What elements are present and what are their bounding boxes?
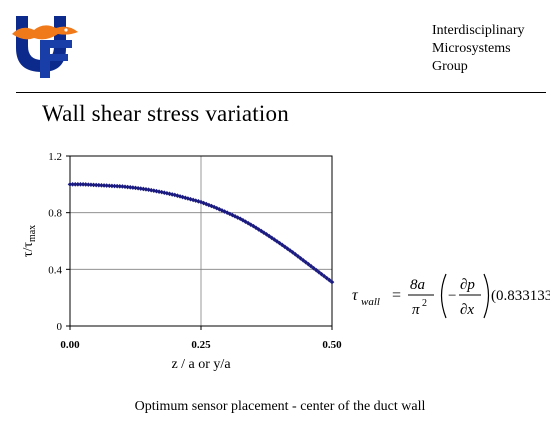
data-point-interpolated xyxy=(188,196,193,202)
y-axis-label-main: τ/τ xyxy=(21,242,36,258)
equation-denominator-exponent: 2 xyxy=(422,298,427,309)
y-axis-label: τ/τmax xyxy=(21,225,38,257)
data-point-interpolated xyxy=(138,186,144,191)
data-point-interpolated xyxy=(306,261,311,267)
data-point-interpolated xyxy=(127,185,133,190)
data-point-interpolated xyxy=(104,183,109,188)
equation-denominator: π xyxy=(412,302,420,318)
data-point xyxy=(316,269,322,275)
x-tick-label: 0.50 xyxy=(322,339,342,351)
y-tick-label: 0.4 xyxy=(48,264,62,276)
data-point-interpolated xyxy=(209,203,214,209)
data-point-interpolated xyxy=(96,182,102,188)
wall-shear-equation: τ wall = 8a π 2 − ∂p ∂x (0.833133) xyxy=(352,273,550,319)
tick-layer: 0 0.4 0.8 1.2 0.00 0.25 0.50 xyxy=(48,151,342,351)
data-point-interpolated xyxy=(243,219,248,225)
equation-coefficient: (0.833133) xyxy=(491,288,550,304)
data-point-interpolated xyxy=(154,188,159,194)
data-point xyxy=(107,183,112,189)
equation-dp: ∂p xyxy=(460,277,475,293)
slide-caption: Optimum sensor placement - center of the… xyxy=(134,399,426,414)
data-point xyxy=(172,192,178,198)
data-point-interpolated xyxy=(324,275,330,281)
data-point-interpolated xyxy=(266,233,272,239)
data-point xyxy=(159,189,164,195)
equation-minus: − xyxy=(448,288,456,304)
organization-line-1: Interdisciplinary xyxy=(432,23,525,38)
shear-stress-chart: 0 0.4 0.8 1.2 0.00 0.25 0.50 z / a or y/a τ/τm… xyxy=(21,151,342,372)
data-point-interpolated xyxy=(91,182,96,188)
data-point-interpolated xyxy=(285,246,290,251)
logo-letter-f xyxy=(40,40,72,78)
data-point-interpolated xyxy=(143,187,149,192)
equation-tau: τ xyxy=(352,287,359,304)
data-point-interpolated xyxy=(327,277,332,283)
data-point-interpolated xyxy=(272,237,277,242)
data-point xyxy=(329,279,335,285)
organization-line-2: Microsystems xyxy=(432,41,511,56)
y-tick-label: 0 xyxy=(57,321,63,333)
grid-layer xyxy=(69,155,333,327)
logo-gator-eye xyxy=(64,28,68,32)
y-tick-label: 0.8 xyxy=(48,208,62,220)
x-tick-label: 0.00 xyxy=(60,339,80,351)
data-point xyxy=(224,210,230,215)
data-point-interpolated xyxy=(293,252,298,257)
data-point-interpolated xyxy=(311,265,316,271)
data-point-interpolated xyxy=(86,182,91,187)
data-point-interpolated xyxy=(156,189,162,194)
x-tick-label: 0.25 xyxy=(191,339,211,351)
equation-equals: = xyxy=(392,287,401,304)
data-point xyxy=(303,259,309,265)
data-point-interpolated xyxy=(321,273,327,279)
data-point-interpolated xyxy=(190,197,196,203)
organization-name: Interdisciplinary Microsystems Group xyxy=(432,22,525,76)
data-point-interpolated xyxy=(300,257,306,263)
data-point-interpolated xyxy=(319,271,324,277)
data-point xyxy=(290,250,295,255)
data-point-interpolated xyxy=(125,184,130,190)
data-point-interpolated xyxy=(122,184,128,190)
y-axis-label-subscript: max xyxy=(27,225,38,242)
data-point-interpolated xyxy=(130,185,136,190)
data-point-interpolated xyxy=(109,183,115,189)
data-point-interpolated xyxy=(141,186,146,192)
data-point-interpolated xyxy=(258,228,264,234)
logo-gator xyxy=(12,25,78,40)
equation-tau-subscript: wall xyxy=(361,296,380,308)
equation-right-paren xyxy=(483,273,490,319)
organization-line-3: Group xyxy=(432,59,468,74)
data-point-interpolated xyxy=(313,267,319,273)
header-divider xyxy=(16,92,546,93)
university-logo xyxy=(12,16,78,78)
data-point-interpolated xyxy=(193,198,199,203)
y-tick-label: 1.2 xyxy=(48,151,62,163)
x-axis-label: z / a or y/a xyxy=(171,357,231,372)
data-point-interpolated xyxy=(298,255,303,261)
data-point-interpolated xyxy=(117,184,123,189)
equation-left-paren xyxy=(440,273,447,319)
equation-numerator: 8a xyxy=(410,277,425,293)
equation-dx: ∂x xyxy=(460,302,474,318)
data-point-interpolated xyxy=(88,182,94,188)
data-point-interpolated xyxy=(175,193,180,198)
slide-title: Wall shear stress variation xyxy=(42,101,289,126)
data-point-interpolated xyxy=(177,194,183,199)
